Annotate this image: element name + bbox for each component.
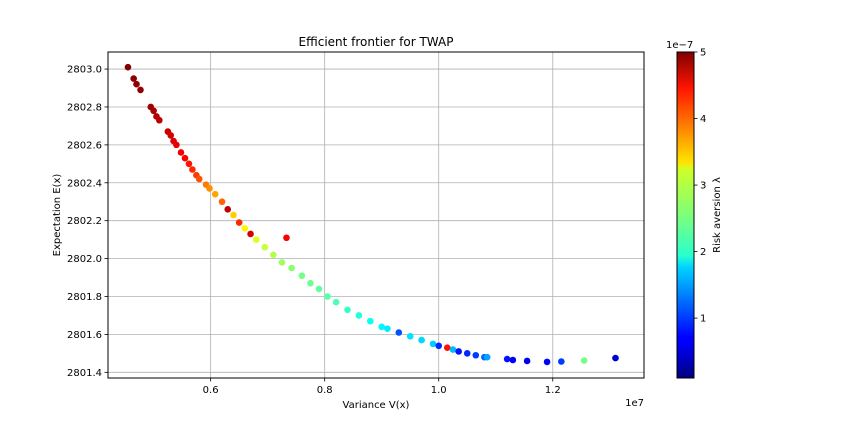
scatter-point — [355, 312, 363, 319]
scatter-point — [315, 285, 323, 293]
y-tick-label: 2802.0 — [67, 254, 102, 265]
scatter-point — [185, 160, 193, 168]
scatter-point — [344, 306, 351, 314]
scatter-point — [230, 211, 237, 219]
colorbar-tick-label: 4 — [700, 114, 706, 125]
scatter-point — [173, 141, 180, 149]
scatter-point — [288, 264, 295, 272]
scatter-point — [189, 166, 196, 173]
scatter-point — [558, 358, 565, 365]
y-tick-label: 2802.2 — [67, 216, 102, 227]
x-axis-ticks: 0.6 0.8 1.0 1.2 — [203, 378, 561, 396]
scatter-point — [429, 340, 437, 348]
scatter-point — [366, 317, 374, 325]
scatter-point — [270, 251, 277, 259]
x-tick-label: 1.2 — [545, 385, 561, 396]
scatter-point — [580, 357, 588, 364]
y-tick-label: 2803.0 — [67, 65, 102, 76]
scatter-point — [463, 350, 471, 357]
y-axis-label: Expectation E(x) — [52, 174, 63, 257]
scatter-point — [523, 357, 531, 365]
y-tick-label: 2802.4 — [67, 178, 102, 189]
colorbar-tick-label: 3 — [700, 181, 706, 192]
scatter-point — [252, 236, 260, 243]
scatter-point — [472, 351, 480, 359]
scatter-point — [509, 356, 517, 364]
scatter-point — [261, 243, 269, 251]
scatter-point — [181, 154, 189, 162]
scatter-point — [195, 175, 203, 183]
scatter-point — [133, 80, 140, 88]
scatter-point — [150, 107, 157, 115]
colorbar-tick-label: 5 — [700, 48, 706, 59]
scatter-point — [324, 293, 331, 300]
colorbar-offset-label: 1e−7 — [666, 40, 693, 51]
colorbar-ticks: 1 2 3 4 5 — [694, 48, 706, 325]
scatter-point — [395, 329, 403, 336]
scatter-point — [483, 353, 491, 361]
scatter-point — [543, 358, 551, 366]
grid-lines — [108, 52, 644, 378]
plot-frame — [107, 51, 645, 379]
y-axis-ticks: 2801.4 2801.6 2801.8 2802.0 2802.2 2802.4 2802… — [67, 65, 108, 379]
x-offset-label: 1e7 — [625, 398, 644, 409]
scatter-point — [211, 190, 219, 198]
scatter-point — [156, 116, 163, 124]
scatter-point — [206, 185, 213, 192]
scatter-point — [298, 272, 306, 279]
colorbar-tick-label: 1 — [700, 314, 706, 325]
y-tick-label: 2802.6 — [67, 140, 102, 151]
y-tick-label: 2802.8 — [67, 102, 102, 113]
scatter-point — [247, 230, 254, 238]
scatter-point — [130, 75, 137, 82]
scatter-point — [378, 323, 386, 331]
scatter-point — [384, 325, 391, 333]
scatter-point — [177, 149, 185, 156]
y-tick-label: 2801.4 — [67, 368, 102, 379]
scatter-point — [307, 279, 314, 287]
colorbar-tick-label: 2 — [700, 247, 706, 258]
scatter-point — [124, 63, 132, 71]
scatter-point — [503, 355, 511, 363]
x-axis-label: Variance V(x) — [343, 400, 410, 411]
scatter-point — [612, 354, 619, 362]
y-tick-label: 2801.6 — [67, 330, 102, 341]
colorbar-label: Risk aversion λ — [712, 177, 723, 253]
x-tick-label: 0.6 — [203, 385, 219, 396]
scatter-point — [449, 346, 457, 353]
scatter-points — [124, 63, 619, 366]
scatter-point — [332, 298, 340, 306]
x-tick-label: 1.0 — [431, 385, 447, 396]
scatter-point — [241, 224, 249, 232]
scatter-point — [435, 342, 443, 350]
y-tick-label: 2801.8 — [67, 292, 102, 303]
scatter-point — [443, 344, 451, 351]
colorbar — [676, 51, 695, 379]
scatter-point — [218, 198, 226, 206]
scatter-point — [455, 348, 462, 355]
x-tick-label: 0.8 — [317, 385, 333, 396]
scatter-point — [224, 206, 232, 213]
scatter-point — [418, 336, 425, 344]
scatter-point — [406, 333, 414, 340]
scatter-point — [167, 132, 175, 139]
chart-title: Efficient frontier for TWAP — [299, 35, 454, 49]
scatter-point — [235, 219, 243, 226]
scatter-point — [283, 234, 290, 242]
scatter-point — [137, 86, 144, 94]
scatter-point — [278, 259, 286, 266]
